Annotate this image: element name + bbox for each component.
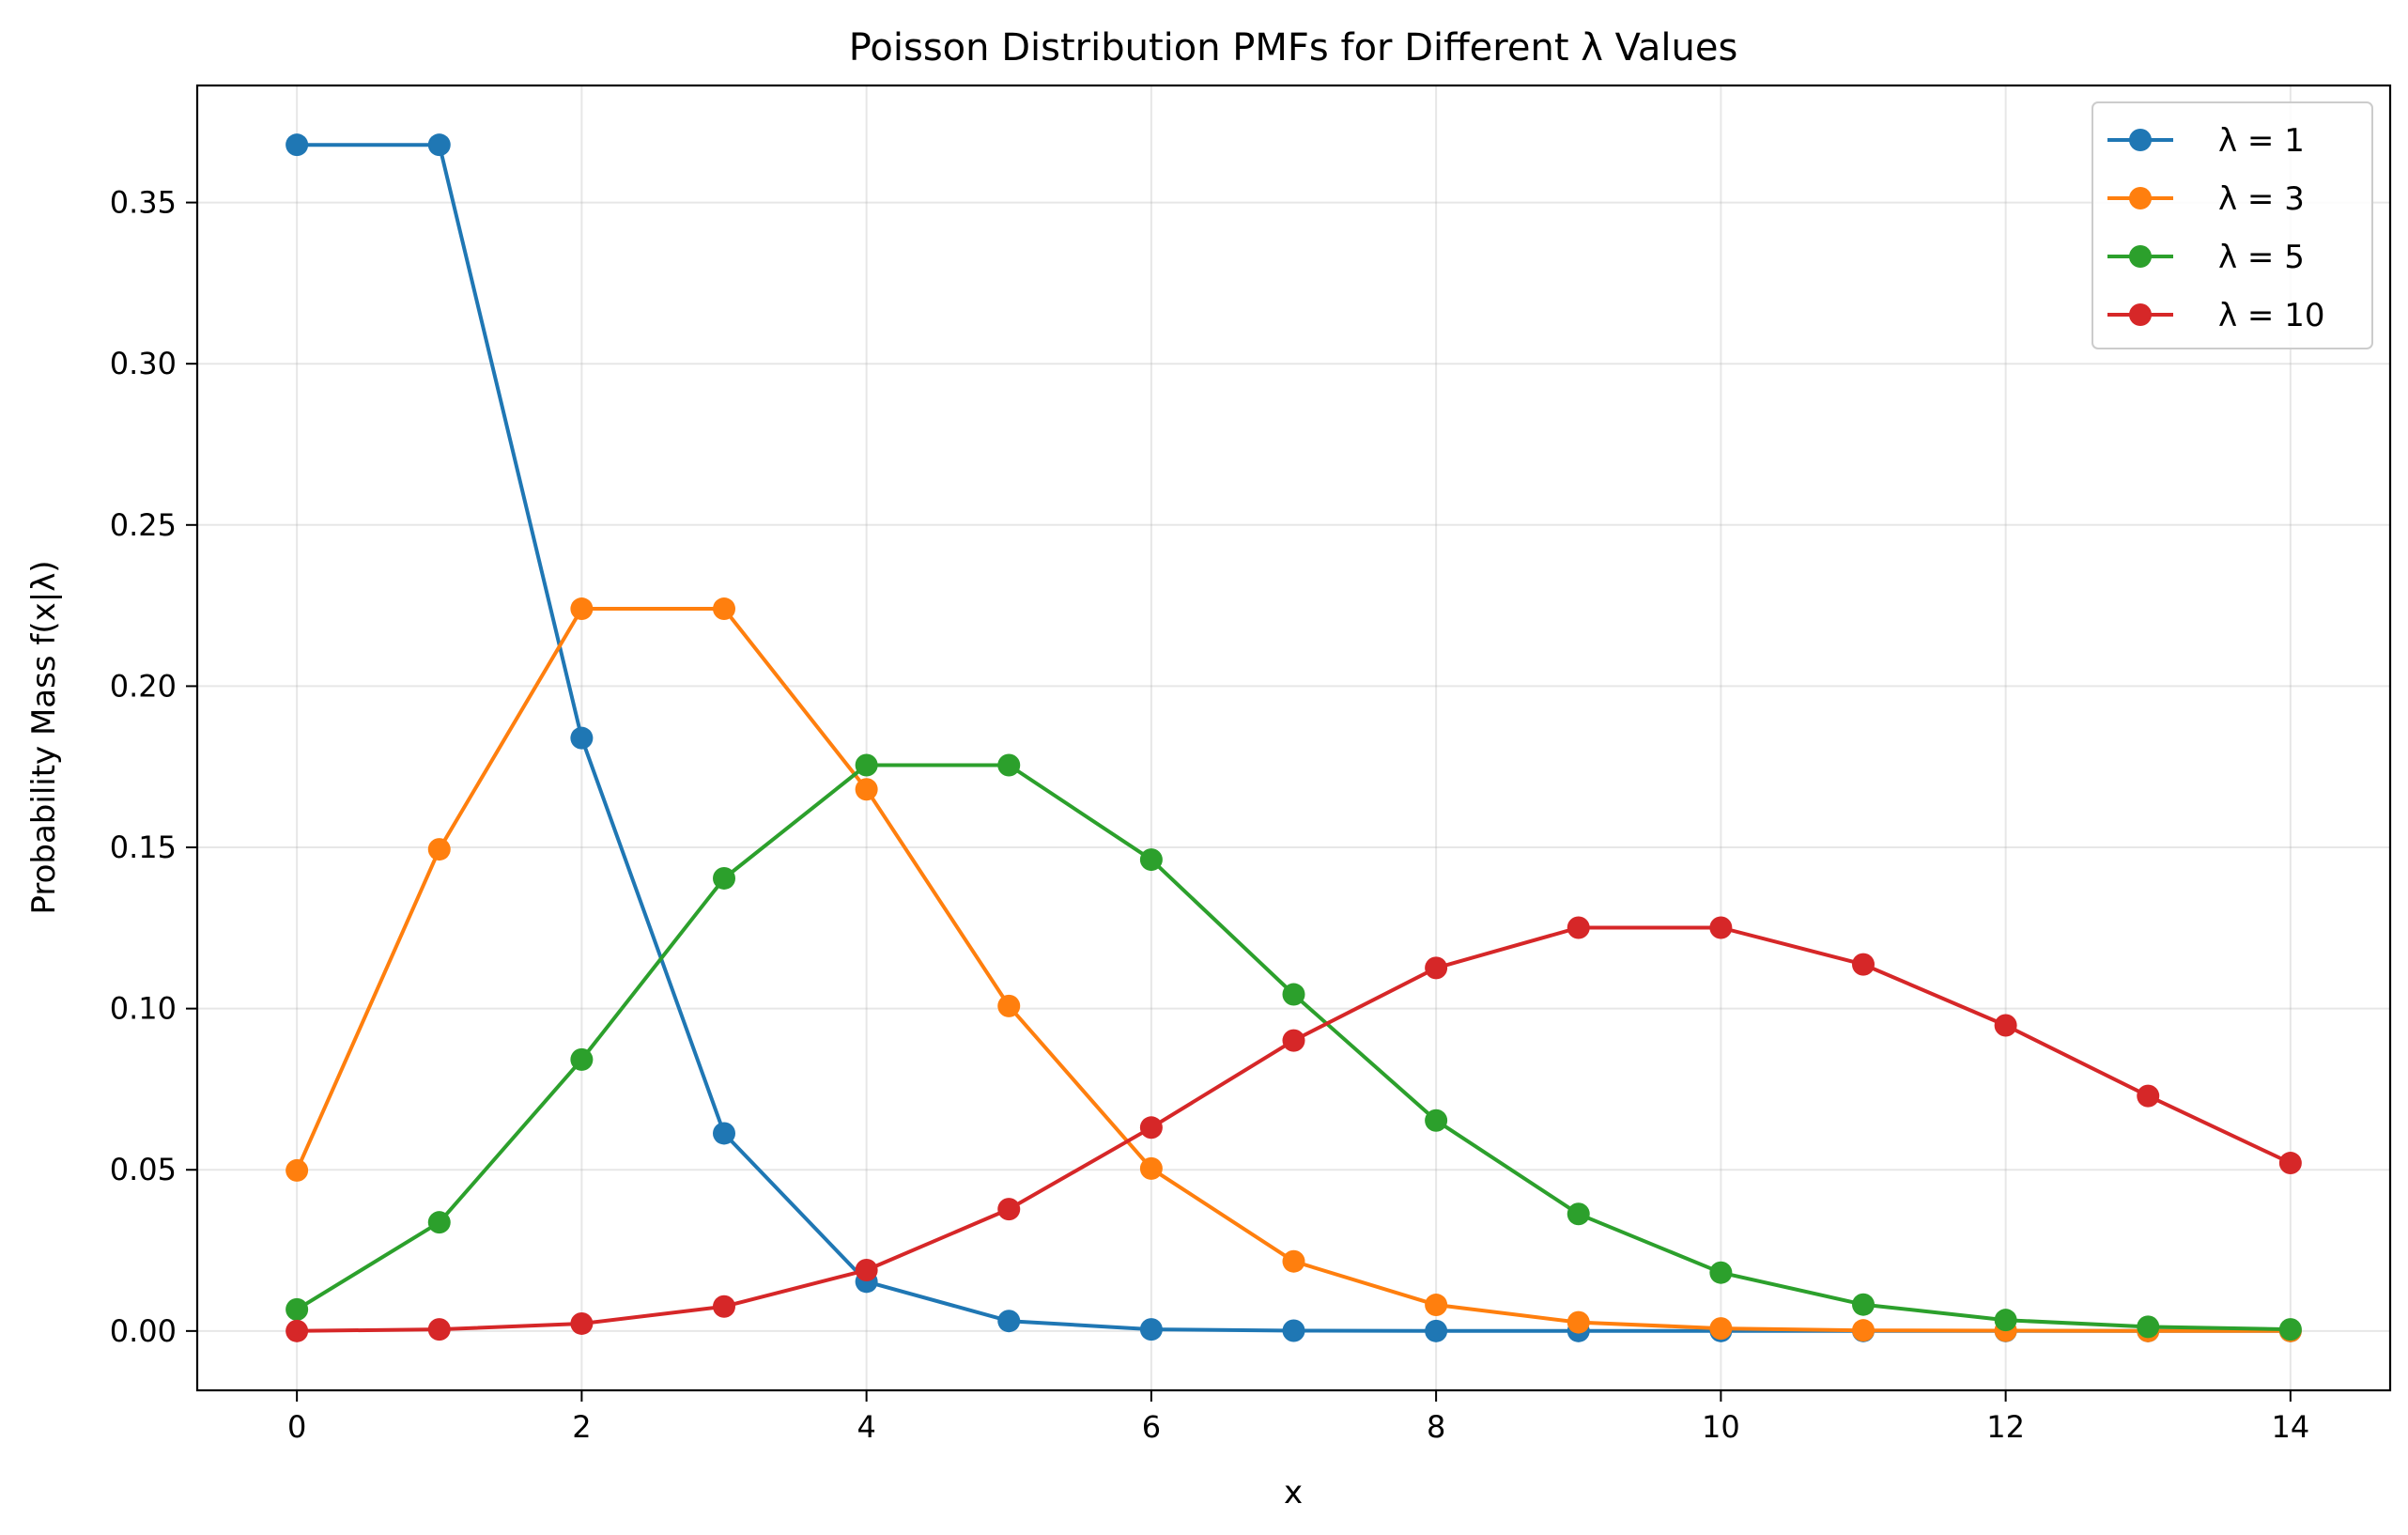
- data-point: [713, 1295, 736, 1318]
- data-point: [1709, 916, 1733, 939]
- data-point: [2137, 1315, 2160, 1339]
- series-3: [286, 753, 2302, 1341]
- plot-series: [286, 133, 2302, 1342]
- y-axis-label: Probability Mass f(x|λ): [25, 560, 63, 914]
- x-tick-label: 2: [572, 1409, 591, 1445]
- legend-marker: [2129, 303, 2152, 326]
- legend-marker: [2129, 129, 2152, 151]
- data-point: [1994, 1014, 2017, 1037]
- x-tick-label: 8: [1427, 1409, 1445, 1445]
- legend-marker: [2129, 187, 2152, 209]
- data-point: [1282, 1029, 1305, 1052]
- data-point: [1282, 983, 1305, 1006]
- data-point: [427, 838, 451, 861]
- data-point: [1425, 956, 1448, 980]
- legend-marker: [2129, 245, 2152, 268]
- y-tick-label: 0.30: [110, 346, 177, 381]
- y-tick-label: 0.20: [110, 668, 177, 704]
- data-point: [713, 866, 736, 890]
- data-point: [1567, 1310, 1590, 1334]
- x-axis-label: x: [1284, 1474, 1303, 1512]
- y-tick-label: 0.10: [110, 991, 177, 1027]
- data-point: [1425, 1109, 1448, 1132]
- data-point: [1139, 848, 1163, 872]
- y-tick-label: 0.00: [110, 1313, 177, 1349]
- data-point: [570, 726, 594, 750]
- data-point: [2278, 1152, 2302, 1175]
- data-point: [1425, 1319, 1448, 1342]
- data-point: [713, 597, 736, 621]
- data-point: [1567, 1202, 1590, 1226]
- y-tick-label: 0.05: [110, 1152, 177, 1187]
- data-point: [1851, 1319, 1875, 1342]
- y-tick-label: 0.35: [110, 185, 177, 221]
- legend-entry: λ = 5: [2107, 239, 2305, 276]
- data-point: [1282, 1319, 1305, 1342]
- data-point: [713, 1122, 736, 1145]
- y-tick-label: 0.15: [110, 830, 177, 865]
- data-point: [570, 1311, 594, 1335]
- x-tick-label: 4: [857, 1409, 875, 1445]
- data-point: [1709, 1261, 1733, 1284]
- y-tick-label: 0.25: [110, 507, 177, 543]
- x-tick-label: 0: [287, 1409, 306, 1445]
- legend-frame: [2092, 101, 2373, 349]
- data-point: [1994, 1309, 2017, 1332]
- legend-label: λ = 5: [2218, 239, 2305, 276]
- grid: [197, 85, 2390, 1390]
- data-point: [286, 1158, 309, 1182]
- data-point: [286, 1297, 309, 1321]
- data-point: [1425, 1294, 1448, 1317]
- legend-entry: λ = 3: [2107, 180, 2305, 218]
- data-point: [1139, 1156, 1163, 1180]
- data-point: [997, 1310, 1021, 1333]
- data-point: [2137, 1084, 2160, 1108]
- legend-entry: λ = 10: [2107, 297, 2325, 334]
- x-tick-label: 14: [2272, 1409, 2310, 1445]
- data-point: [2278, 1318, 2302, 1341]
- data-point: [855, 1258, 878, 1281]
- data-point: [855, 753, 878, 777]
- data-point: [1567, 916, 1590, 939]
- data-point: [1709, 1317, 1733, 1341]
- data-point: [427, 1211, 451, 1234]
- legend: λ = 1 λ = 3 λ = 5 λ = 10: [2092, 101, 2373, 349]
- data-point: [427, 133, 451, 157]
- data-point: [1139, 1116, 1163, 1140]
- x-tick-label: 6: [1142, 1409, 1161, 1445]
- series-2: [286, 597, 2302, 1342]
- x-tick-label: 10: [1702, 1409, 1740, 1445]
- data-point: [570, 1047, 594, 1071]
- data-point: [1282, 1249, 1305, 1273]
- data-point: [1139, 1318, 1163, 1341]
- data-point: [286, 133, 309, 157]
- series-4: [286, 916, 2302, 1342]
- axes: 0 2 4 6 8 10 12 14 0.00 0.05 0.10 0.15 0.20 0.25 0.30 0…: [110, 185, 2309, 1445]
- data-point: [997, 1198, 1021, 1221]
- legend-entry: λ = 1: [2107, 122, 2305, 160]
- plot-frame: [195, 84, 2392, 1392]
- legend-label: λ = 10: [2218, 297, 2325, 334]
- legend-label: λ = 1: [2218, 122, 2305, 160]
- data-point: [286, 1319, 309, 1342]
- data-point: [570, 597, 594, 621]
- data-point: [427, 1318, 451, 1341]
- data-point: [997, 994, 1021, 1017]
- data-point: [855, 778, 878, 801]
- data-point: [1851, 1293, 1875, 1316]
- data-point: [997, 753, 1021, 777]
- data-point: [1851, 953, 1875, 976]
- legend-label: λ = 3: [2218, 180, 2305, 218]
- x-tick-label: 12: [1986, 1409, 2025, 1445]
- chart-title: Poisson Distribution PMFs for Different …: [849, 26, 1738, 70]
